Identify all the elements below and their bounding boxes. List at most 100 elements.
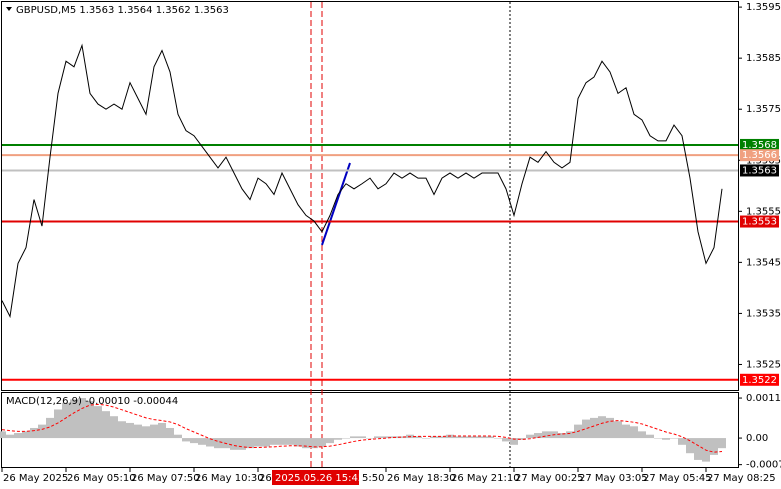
level-label: 1.3522 (742, 375, 777, 386)
macd-bar (334, 438, 342, 440)
macd-bar (254, 438, 262, 447)
macd-bar (198, 438, 206, 445)
macd-bar (438, 436, 446, 439)
macd-bar (350, 436, 358, 439)
x-tick-label: 27 May 03:05 (579, 473, 648, 484)
macd-bar (0, 431, 6, 439)
macd-bar (326, 438, 334, 444)
level-label-box (740, 215, 779, 228)
main-panel-frame (1, 1, 739, 391)
macd-bar (126, 422, 134, 439)
macd-bar (142, 426, 150, 439)
y-tick-label: 1.3585 (746, 53, 781, 64)
macd-bar (190, 438, 198, 444)
macd-bar (46, 417, 54, 439)
menu-arrow (6, 7, 12, 11)
macd-bar (590, 417, 598, 439)
x-tick-label: 26 (259, 473, 272, 484)
macd-bar (462, 436, 470, 439)
macd-bar (422, 438, 430, 439)
macd-bar (646, 434, 654, 439)
y-tick-label: 1.3595 (746, 2, 781, 13)
macd-bar (382, 436, 390, 439)
macd-bar (78, 398, 86, 439)
level-label: 1.3566 (742, 150, 777, 161)
macd-bar (62, 402, 70, 439)
macd-bar (30, 427, 38, 439)
macd-bar (174, 434, 182, 439)
x-tick-label: 26 May 18:30 (387, 473, 456, 484)
x-tick-label: 26 May 2025 (3, 473, 68, 484)
signal-line (1, 403, 723, 453)
y-tick-label: 0.00 (746, 433, 768, 444)
x-tick-label: 26 May 10:30 (195, 473, 264, 484)
macd-bar (614, 421, 622, 439)
x-tick-label: 27 May 08:25 (707, 473, 776, 484)
macd-bar (510, 438, 518, 445)
macd-bar (86, 401, 94, 439)
macd-bar (414, 436, 422, 439)
macd-bar (494, 438, 502, 439)
macd-bar (38, 424, 46, 439)
macd-bar (366, 438, 374, 439)
macd-bar (598, 416, 606, 439)
macd-bar (374, 436, 382, 439)
price-line (1, 43, 723, 319)
macd-bar (302, 438, 310, 449)
macd-bar (262, 438, 270, 447)
macd-bar (22, 431, 30, 439)
y-tick-label: -0.00079 (746, 460, 781, 471)
macd-bar (358, 436, 366, 439)
macd-bar (470, 436, 478, 439)
macd-bar (150, 424, 158, 439)
trend-line (321, 162, 351, 246)
macd-bar (206, 438, 214, 447)
y-tick-label: 1.3545 (746, 257, 781, 268)
macd-bar (118, 421, 126, 439)
macd-bar (566, 431, 574, 439)
macd-bar (558, 433, 566, 439)
level-label: 1.3553 (742, 217, 777, 228)
macd-bar (134, 424, 142, 439)
macd-panel-frame (1, 392, 739, 468)
x-tick-label: 5:50 (362, 473, 384, 484)
y-tick-label: 0.00119 (746, 393, 781, 404)
macd-bar (70, 399, 78, 439)
macd-bar (478, 436, 486, 439)
x-tick-label: 26 May 07:50 (131, 473, 200, 484)
macd-bar (606, 417, 614, 439)
macd-bar (310, 438, 318, 449)
x-tick-label: 27 May 05:45 (643, 473, 712, 484)
macd-bar (718, 438, 726, 449)
macd-bar (54, 409, 62, 439)
macd-bar (526, 434, 534, 439)
macd-bar (230, 438, 238, 450)
macd-bar (294, 438, 302, 447)
macd-bar (486, 436, 494, 439)
macd-bar (6, 434, 14, 439)
macd-bar (582, 419, 590, 439)
macd-bar (318, 438, 326, 447)
macd-bar (686, 438, 694, 454)
y-tick-label: 1.3575 (746, 104, 781, 115)
macd-bar (286, 438, 294, 445)
macd-bar (182, 438, 190, 442)
macd-title: MACD(12,26,9) -0.00010 -0.00044 (6, 396, 178, 407)
macd-bar (14, 433, 22, 439)
macd-bar (158, 422, 166, 439)
macd-bar (662, 438, 670, 440)
level-label-box (740, 373, 779, 386)
macd-bar (670, 438, 678, 439)
level-label-box (740, 138, 779, 151)
crosshair-label-box (272, 470, 359, 485)
macd-bar (534, 433, 542, 439)
x-tick-label: 27 May 00:25 (515, 473, 584, 484)
macd-bar (638, 431, 646, 439)
macd-bar (94, 406, 102, 439)
macd-bar (654, 438, 662, 439)
macd-bar (278, 438, 286, 445)
level-label: 1.3568 (742, 140, 777, 151)
